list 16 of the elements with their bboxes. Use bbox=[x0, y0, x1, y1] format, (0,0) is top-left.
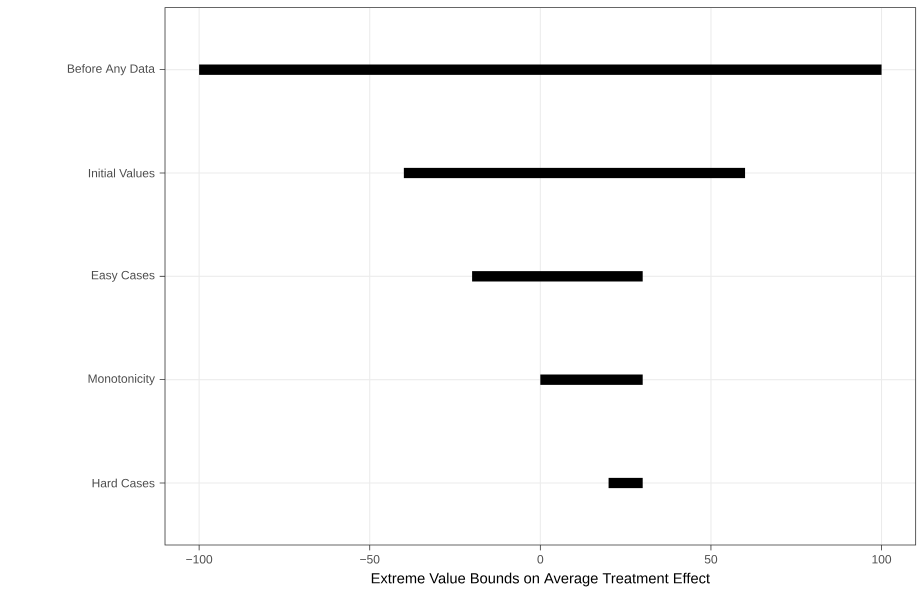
x-axis-title: Extreme Value Bounds on Average Treatment Effect bbox=[372, 572, 710, 586]
x-tick-label: 50 bbox=[704, 555, 718, 564]
y-tick-label: Hard Cases bbox=[92, 478, 155, 488]
x-tick-label: −50 bbox=[360, 555, 380, 564]
x-tick-label: 0 bbox=[537, 555, 544, 564]
y-tick-label: Before Any Data bbox=[68, 64, 155, 76]
bar bbox=[199, 64, 882, 75]
bar bbox=[540, 374, 643, 385]
bar bbox=[608, 478, 643, 488]
bar bbox=[472, 271, 643, 282]
bar bbox=[404, 168, 746, 178]
x-tick-label: −100 bbox=[186, 555, 212, 564]
y-tick-label: Easy Cases bbox=[92, 270, 155, 282]
x-tick-label: 100 bbox=[872, 555, 892, 564]
y-tick-label: Monotonicity bbox=[88, 374, 155, 386]
y-tick-label: Initial Values bbox=[88, 168, 155, 178]
